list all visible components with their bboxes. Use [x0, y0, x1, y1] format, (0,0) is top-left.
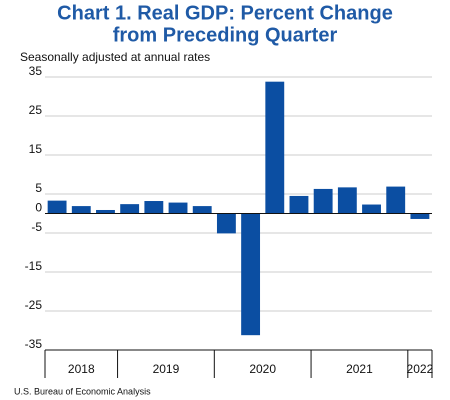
y-tick-label: -25 [25, 298, 43, 312]
bar [289, 195, 309, 214]
bar [120, 204, 140, 214]
bar [313, 188, 333, 214]
x-group-label: 2020 [249, 362, 276, 376]
y-tick-label: 5 [35, 181, 42, 195]
chart-subtitle: Seasonally adjusted at annual rates [20, 50, 210, 64]
x-group-label: 2021 [346, 362, 373, 376]
bar [337, 187, 357, 214]
bar [192, 206, 212, 214]
y-tick-label: 35 [29, 64, 43, 78]
bar [47, 200, 67, 214]
bar [265, 81, 285, 214]
y-tick-label: 0 [35, 201, 42, 215]
bar [144, 201, 164, 214]
x-group-label: 2019 [153, 362, 180, 376]
x-group-label: 2018 [68, 362, 95, 376]
bar [71, 206, 91, 214]
bar [216, 213, 236, 234]
bar [241, 213, 261, 336]
x-group-label: 2022 [407, 362, 434, 376]
y-tick-label: -15 [25, 259, 43, 273]
chart-title: from Preceding Quarter [113, 24, 338, 46]
bar [168, 202, 188, 214]
bar [386, 186, 406, 214]
bar [410, 213, 430, 219]
y-tick-label: 15 [29, 142, 43, 156]
bar [362, 204, 381, 214]
source-note: U.S. Bureau of Economic Analysis [14, 386, 151, 396]
chart-title: Chart 1. Real GDP: Percent Change [57, 2, 393, 24]
bar [96, 209, 115, 214]
y-tick-label: -5 [31, 220, 42, 234]
y-tick-label: -35 [25, 337, 43, 351]
y-tick-label: 25 [29, 103, 43, 117]
